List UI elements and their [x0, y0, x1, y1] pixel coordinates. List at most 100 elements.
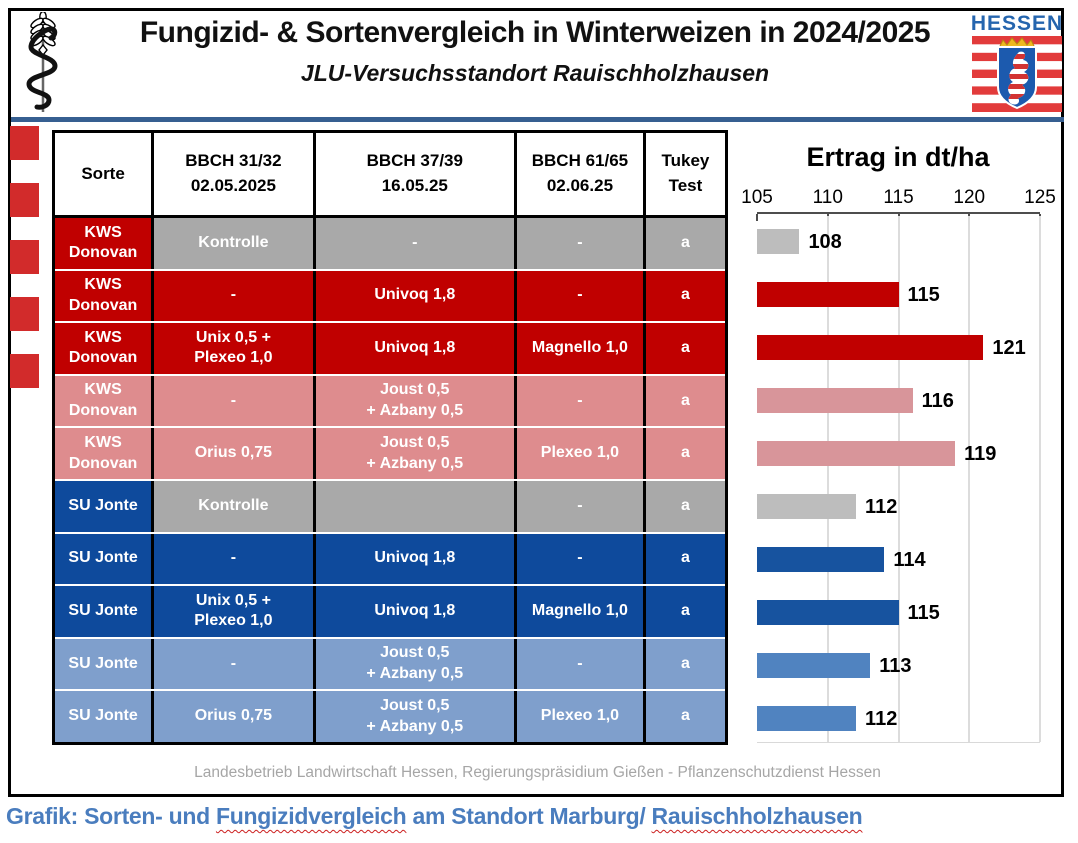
x-axis-line [757, 212, 1040, 214]
treatment-table: Sorte BBCH 31/32 02.05.2025 BBCH 37/39 16.05… [52, 130, 728, 745]
tukey-cell: a [645, 480, 725, 532]
bar [757, 229, 800, 254]
plot-bottom-line [757, 742, 1040, 743]
treatment-cell: - [516, 638, 646, 690]
hessen-coat-of-arms: HESSEN [968, 12, 1066, 115]
treatment-cell: Orius 0,75 [154, 428, 316, 479]
treatment-cell: Plexeo 1,0 [516, 691, 646, 742]
bar-chart: 108 115 121 116 119 112 114 115 113 112 [757, 215, 1067, 745]
footer-credit: Landesbetrieb Landwirtschaft Hessen, Reg… [194, 764, 881, 781]
treatment-cell: Joust 0,5 + Azbany 0,5 [315, 428, 517, 479]
treatment-cell: Joust 0,5 + Azbany 0,5 [315, 638, 517, 690]
column-header: Sorte [55, 133, 155, 215]
column-header: BBCH 37/39 16.05.25 [316, 133, 517, 215]
table-header-row: Sorte BBCH 31/32 02.05.2025 BBCH 37/39 16.05… [55, 133, 725, 218]
tukey-cell: a [645, 586, 725, 637]
gridline [826, 216, 829, 742]
bar [757, 653, 871, 678]
tukey-cell: a [645, 218, 725, 269]
tukey-cell: a [645, 533, 725, 585]
bar-value-label: 108 [808, 231, 842, 253]
bar-value-label: 116 [921, 390, 954, 412]
bar [757, 441, 956, 466]
axis-tick-label: 125 [1024, 187, 1056, 208]
bar-row: 112 [757, 480, 1067, 533]
table-row: SU Jonte - Univoq 1,8- a [55, 531, 725, 585]
treatment-cell: Joust 0,5 + Azbany 0,5 [315, 691, 517, 742]
image-caption: Grafik: Sorten- und Fungizidvergleich am… [6, 803, 1076, 830]
tukey-cell: a [645, 270, 725, 322]
caption-text: Grafik: Sorten- und [6, 803, 216, 829]
page-subtitle: JLU-Versuchsstandort Rauischholzhausen [300, 60, 770, 86]
bar-value-label: 115 [907, 284, 940, 306]
bar-value-label: 115 [907, 602, 940, 624]
bar-value-label: 121 [992, 337, 1026, 359]
variety-cell: SU Jonte [55, 638, 155, 690]
treatment-cell: Unix 0,5 + Plexeo 1,0 [154, 323, 316, 374]
bar-row: 119 [757, 427, 1067, 480]
treatment-table-body: KWS Donovan Kontrolle - - a KWS Donovan - Univo… [55, 218, 725, 742]
treatment-cell: - [516, 218, 646, 269]
treatment-cell: Unix 0,5 + Plexeo 1,0 [154, 586, 316, 637]
treatment-cell: - [516, 480, 646, 532]
treatment-cell: Univoq 1,8 [315, 586, 517, 637]
bar-row: 108 [757, 215, 1067, 268]
treatment-cell [315, 480, 517, 532]
header-divider-line [11, 117, 1064, 122]
tukey-cell: a [645, 691, 725, 742]
variety-cell: KWS Donovan [55, 323, 155, 374]
treatment-cell: Univoq 1,8 [315, 323, 517, 374]
axis-tick [756, 214, 758, 221]
variety-cell: SU Jonte [55, 586, 155, 637]
variety-cell: KWS Donovan [55, 270, 155, 322]
gridline [1039, 216, 1041, 742]
bar-row: 112 [757, 692, 1067, 745]
hessen-flag-icon [972, 36, 1062, 112]
bar-value-label: 112 [865, 708, 898, 730]
variety-cell: SU Jonte [55, 691, 155, 742]
bar-row: 114 [757, 533, 1067, 586]
bar [757, 547, 885, 572]
tukey-cell: a [645, 638, 725, 690]
bar-value-label: 113 [879, 655, 912, 677]
bar [757, 335, 984, 360]
treatment-cell: Plexeo 1,0 [516, 428, 646, 479]
treatment-cell: Joust 0,5 + Azbany 0,5 [315, 375, 517, 427]
bar-row: 115 [757, 586, 1067, 639]
treatment-cell: Kontrolle [154, 218, 316, 269]
bar [757, 494, 857, 519]
red-stripe-square [10, 126, 39, 160]
tukey-cell: a [645, 375, 725, 427]
table-row: SU Jonte - Joust 0,5 + Azbany 0,5- a [55, 636, 725, 690]
axis-tick-label: 115 [883, 187, 914, 208]
table-row: KWS Donovan - Joust 0,5 + Azbany 0,5- a [55, 373, 725, 427]
variety-cell: KWS Donovan [55, 375, 155, 427]
bar-value-label: 119 [964, 443, 997, 465]
treatment-cell: - [154, 270, 316, 322]
variety-cell: KWS Donovan [55, 218, 155, 269]
table-row: KWS Donovan Kontrolle - - a [55, 218, 725, 269]
axis-tick-label: 105 [741, 187, 773, 208]
treatment-cell: Kontrolle [154, 480, 316, 532]
bar-row: 115 [757, 268, 1067, 321]
table-row: KWS Donovan - Univoq 1,8- a [55, 268, 725, 322]
red-stripe-square [10, 354, 39, 388]
caption-word-underlined: Fungizidvergleich [215, 803, 407, 829]
bar [757, 600, 899, 625]
tukey-cell: a [645, 323, 725, 374]
treatment-cell: - [315, 218, 517, 269]
hessen-label: HESSEN [970, 12, 1064, 35]
variety-cell: SU Jonte [55, 533, 155, 585]
table-row: KWS Donovan Unix 0,5 + Plexeo 1,0 Univoq 1… [55, 321, 725, 374]
treatment-cell: - [516, 533, 646, 585]
gridline [968, 216, 971, 742]
variety-cell: KWS Donovan [55, 428, 155, 479]
bar [757, 388, 913, 413]
table-row: SU Jonte Unix 0,5 + Plexeo 1,0 Univoq 1,8 M… [55, 584, 725, 637]
axis-tick-label: 110 [812, 187, 843, 208]
bar-row: 113 [757, 639, 1067, 692]
red-stripe-square [10, 297, 39, 331]
column-header: Tukey Test [661, 151, 710, 195]
bar-row: 121 [757, 321, 1067, 374]
